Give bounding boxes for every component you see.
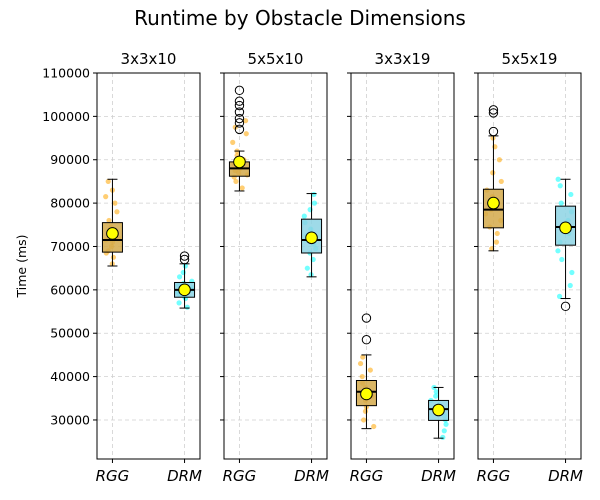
data-point [368,367,373,372]
data-point [230,140,235,145]
data-point [363,409,368,414]
y-tick-label: 100000 [42,109,90,124]
panel-3x3x19: 3x3x19 RGG DRM [347,50,456,485]
data-point [568,283,573,288]
data-point [555,248,560,253]
x-tick-label-RGG: RGG [477,467,511,485]
data-point [112,201,117,206]
panel-title: 3x3x19 [375,50,431,68]
x-tick-label-RGG: RGG [223,467,257,485]
mean-marker [560,222,572,234]
data-point [244,131,249,136]
mean-marker [433,404,445,416]
data-point [240,185,245,190]
x-tick-label-DRM: DRM [421,467,456,485]
data-point [558,183,563,188]
data-point [111,255,116,260]
data-point [494,240,499,245]
mean-marker [107,228,119,240]
data-point [569,270,574,275]
mean-marker [488,197,500,209]
x-tick-label-RGG: RGG [96,467,130,485]
panel-title: 5x5x10 [248,50,304,68]
data-point [442,428,447,433]
data-point [185,305,190,310]
data-point [302,214,307,219]
panel-title: 3x3x10 [121,50,177,68]
y-tick-label: 60000 [50,282,90,297]
figure: Runtime by Obstacle Dimensions Time (ms)… [0,0,600,500]
panel-5x5x10: 5x5x10 RGG DRM [220,50,329,485]
data-point [440,435,445,440]
data-point [556,177,561,182]
y-tick-label: 30000 [50,412,90,427]
data-point [559,257,564,262]
x-tick-label-DRM: DRM [548,467,583,485]
data-point [497,157,502,162]
data-point [490,170,495,175]
data-point [312,201,317,206]
data-point [559,201,564,206]
data-point [360,374,365,379]
mean-marker [361,388,373,400]
panel-3x3x10: 30000 40000 50000 60000 70000 80000 90000 10000… [42,50,202,485]
mean-marker [306,232,318,244]
data-point [181,270,186,275]
data-point [103,194,108,199]
data-point [371,424,376,429]
data-point [361,417,366,422]
panel-5x5x19: 5x5x19 RGG DRM [474,50,583,485]
y-tick-label: 50000 [50,326,90,341]
y-axis-label: Time (ms) [14,234,29,298]
panels-group: 30000 40000 50000 60000 70000 80000 90000 10000… [42,50,583,485]
data-point [499,179,504,184]
y-tick-label: 110000 [42,66,90,81]
x-tick-label-RGG: RGG [350,467,384,485]
y-tick-label: 70000 [50,239,90,254]
y-tick-label: 40000 [50,369,90,384]
data-point [114,209,119,214]
mean-marker [179,284,191,296]
panel-title: 5x5x19 [502,50,558,68]
data-point [358,361,363,366]
data-point [177,274,182,279]
mean-marker [234,156,246,168]
data-point [176,300,181,305]
data-point [495,231,500,236]
y-tick-label: 90000 [50,152,90,167]
chart-title: Runtime by Obstacle Dimensions [134,6,466,30]
x-tick-label-DRM: DRM [294,467,329,485]
x-tick-label-DRM: DRM [167,467,202,485]
data-point [311,192,316,197]
data-point [443,422,448,427]
y-tick-label: 80000 [50,196,90,211]
data-point [305,266,310,271]
data-point [568,192,573,197]
